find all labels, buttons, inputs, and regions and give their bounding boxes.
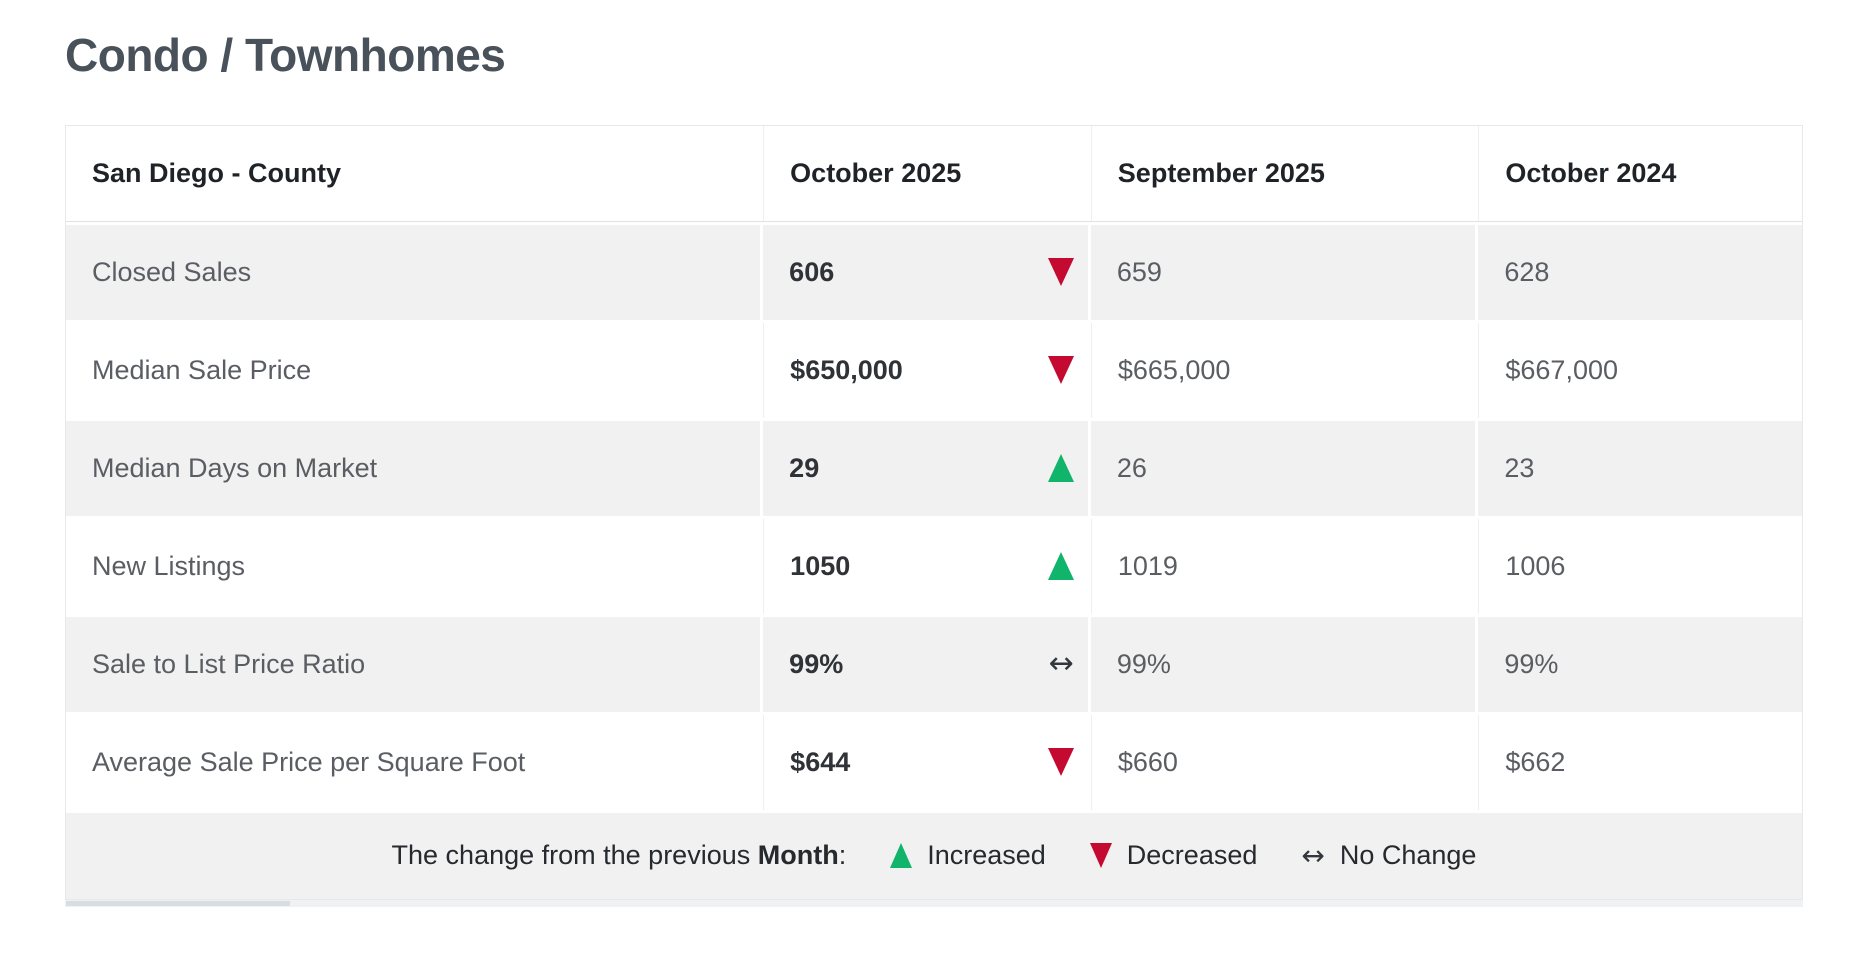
metric-label-cell: Closed Sales [66, 224, 761, 320]
table-header-row: San Diego - County October 2025 Septembe… [66, 125, 1802, 222]
legend-row: The change from the previous Month: Incr… [66, 812, 1802, 899]
current-month-value: 1050 [790, 550, 851, 581]
current-month-cell: $644 [763, 714, 1088, 810]
legend-sentence: The change from the previous Month: [391, 840, 847, 871]
page-title: Condo / Townhomes [65, 29, 506, 81]
decrease-triangle-icon [1047, 748, 1074, 777]
previous-year-cell: 99% [1478, 616, 1802, 712]
table-row-median-days-on-market: Median Days on Market 29 26 23 [66, 420, 1802, 516]
metric-label-cell: Average Sale Price per Square Foot [66, 714, 761, 810]
header-cell-region: San Diego - County [66, 125, 761, 221]
current-month-cell: $650,000 [763, 322, 1088, 418]
legend-content: The change from the previous Month: Incr… [66, 812, 1802, 899]
metric-label-cell: New Listings [66, 518, 761, 614]
metric-label-cell: Median Days on Market [66, 420, 761, 516]
legend-item-increased: Increased [890, 840, 1046, 871]
previous-year-cell: $662 [1478, 714, 1802, 810]
table-row-closed-sales: Closed Sales 606 659 628 [66, 224, 1802, 320]
previous-year-cell: 1006 [1478, 518, 1802, 614]
legend-item-label: No Change [1339, 840, 1477, 871]
legend-item-label: Increased [927, 840, 1046, 871]
previous-year-cell: 628 [1478, 224, 1802, 320]
metric-label-cell: Sale to List Price Ratio [66, 616, 761, 712]
table-row-sale-to-list-price-ratio: Sale to List Price Ratio 99% ↔ 99% 99% [66, 616, 1802, 712]
previous-month-cell: $665,000 [1090, 322, 1476, 418]
table-row-new-listings: New Listings 1050 1019 1006 [66, 518, 1802, 614]
current-month-value: $644 [790, 746, 851, 777]
legend-item-no-change: ↔ No Change [1301, 840, 1476, 871]
previous-month-cell: 1019 [1090, 518, 1476, 614]
previous-month-cell: 659 [1090, 224, 1476, 320]
current-month-cell: 29 [763, 420, 1088, 516]
current-month-value: $650,000 [790, 354, 903, 385]
decrease-triangle-icon [1047, 258, 1074, 287]
no-change-arrow-icon: ↔ [1301, 838, 1325, 872]
previous-month-cell: 26 [1090, 420, 1476, 516]
table-row-average-sale-price-per-square-foot: Average Sale Price per Square Foot $644 $6… [66, 714, 1802, 810]
legend-bold-word: Month [757, 840, 839, 871]
no-change-arrow-icon: ↔ [1048, 646, 1074, 682]
increase-triangle-icon [1047, 454, 1074, 483]
decrease-triangle-icon [1047, 356, 1074, 385]
current-month-value: 99% [789, 648, 844, 679]
increase-triangle-icon [890, 843, 913, 869]
previous-month-cell: $660 [1090, 714, 1476, 810]
metric-label-cell: Median Sale Price [66, 322, 761, 418]
current-month-value: 29 [789, 452, 820, 483]
current-month-cell: 606 [763, 224, 1088, 320]
scrollbar-thumb[interactable] [66, 900, 290, 906]
horizontal-scrollbar[interactable] [65, 899, 1803, 907]
header-cell-previous-year: October 2024 [1478, 125, 1802, 221]
previous-year-cell: $667,000 [1478, 322, 1802, 418]
previous-year-cell: 23 [1478, 420, 1802, 516]
current-month-cell: 1050 [763, 518, 1088, 614]
decrease-triangle-icon [1089, 843, 1112, 869]
header-cell-current-month: October 2025 [763, 125, 1088, 221]
stats-table: San Diego - County October 2025 Septembe… [65, 124, 1803, 900]
current-month-cell: 99% ↔ [763, 616, 1088, 712]
current-month-value: 606 [789, 256, 835, 287]
table-row-median-sale-price: Median Sale Price $650,000 $665,000 $667,00… [66, 322, 1802, 418]
previous-month-cell: 99% [1090, 616, 1476, 712]
legend-item-label: Decreased [1126, 840, 1258, 871]
legend-item-decreased: Decreased [1089, 840, 1258, 871]
increase-triangle-icon [1047, 552, 1074, 581]
header-cell-previous-month: September 2025 [1090, 125, 1476, 221]
table-body: Closed Sales 606 659 628 Median Sale Price $6… [66, 224, 1802, 810]
